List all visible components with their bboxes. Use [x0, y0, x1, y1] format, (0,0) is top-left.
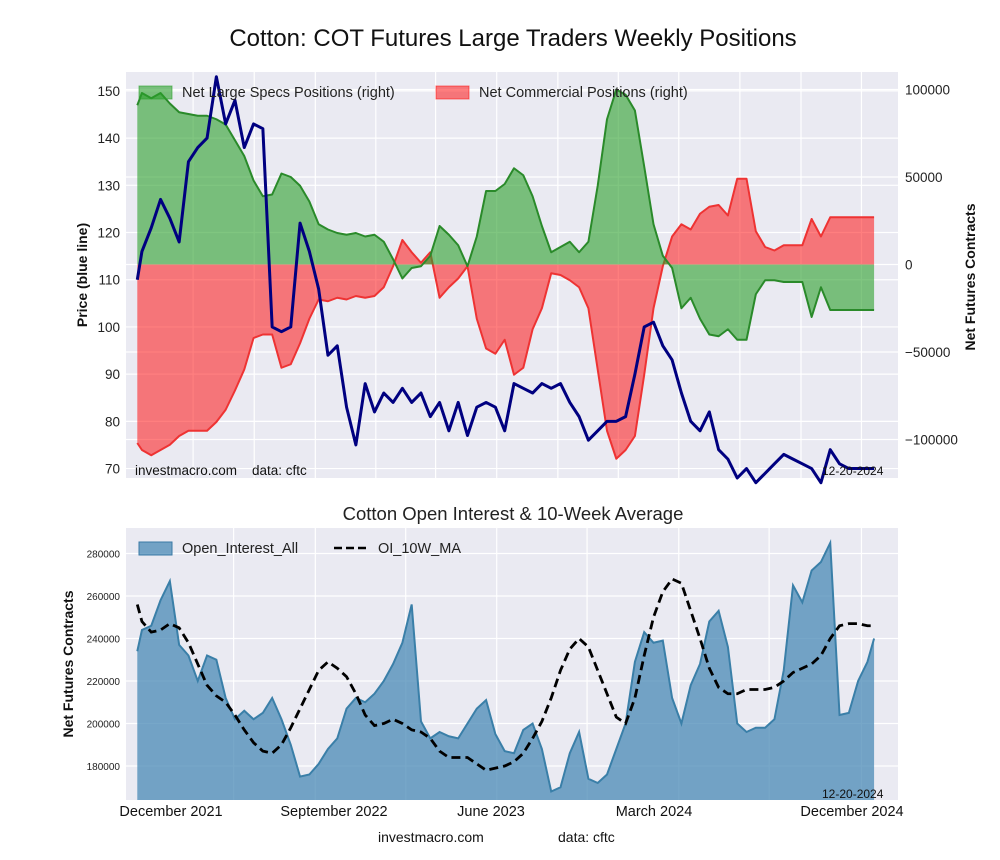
- net-contracts-axis: −100000 −50000 0 50000 100000: [905, 83, 958, 448]
- x-tick-label: June 2023: [457, 804, 525, 820]
- price-axis-label: Price (blue line): [74, 223, 90, 327]
- commercial-line: [136, 177, 875, 460]
- x-tick-label: March 2024: [616, 804, 693, 820]
- net-contracts-tick-label: −100000: [905, 433, 958, 448]
- specs-line: [136, 88, 875, 341]
- watermark: investmacro.com: [135, 463, 237, 478]
- price-tick-label: 100: [97, 320, 120, 335]
- open-interest-title: Cotton Open Interest & 10-Week Average: [343, 503, 684, 524]
- price-tick-label: 90: [105, 367, 120, 382]
- open-interest-area-group: [136, 538, 876, 800]
- commercial-area: [137, 178, 875, 459]
- ma-line: [135, 577, 875, 772]
- positions-panel: 70 80 90 100 110 120 130 140 150 −100000 −50000 0 5…: [74, 72, 978, 485]
- specs-area: [137, 89, 875, 340]
- x-tick-label: September 2022: [280, 804, 387, 820]
- positions-date-label: 12-20-2024: [822, 464, 884, 478]
- net-contracts-axis-label: Net Futures Contracts: [962, 203, 978, 350]
- x-tick-label: December 2021: [119, 804, 222, 820]
- price-tick-label: 110: [98, 273, 120, 288]
- open-interest-panel: Cotton Open Interest & 10-Week Average 1…: [60, 503, 904, 820]
- price-line-group: [135, 75, 875, 485]
- x-tick-label: December 2024: [800, 804, 903, 820]
- price-tick-label: 130: [97, 178, 120, 193]
- price-line: [135, 75, 875, 485]
- open-interest-x-axis: December 2021 September 2022 June 2023 Marc…: [119, 804, 903, 820]
- figure-title: Cotton: COT Futures Large Traders Weekly…: [229, 25, 796, 52]
- open-interest-tick-label: 180000: [87, 762, 121, 773]
- open-interest-legend: Open_Interest_All OI_10W_MA: [138, 541, 461, 557]
- legend-label-commercial: Net Commercial Positions (right): [479, 85, 688, 101]
- legend-label-ma: OI_10W_MA: [378, 541, 461, 557]
- open-interest-axis-label: Net Futures Contracts: [60, 590, 76, 737]
- positions-legend: Net Large Specs Positions (right) Net Co…: [138, 85, 688, 101]
- legend-label-specs: Net Large Specs Positions (right): [182, 85, 395, 101]
- price-tick-label: 120: [97, 226, 120, 241]
- open-interest-date-label: 12-20-2024: [822, 787, 884, 801]
- net-contracts-tick-label: 100000: [905, 83, 950, 98]
- open-interest-tick-label: 200000: [87, 720, 121, 731]
- net-contracts-tick-label: 0: [905, 258, 913, 273]
- price-tick-label: 80: [105, 414, 120, 429]
- price-tick-label: 140: [97, 131, 120, 146]
- price-tick-label: 70: [105, 462, 120, 477]
- open-interest-tick-label: 260000: [87, 592, 121, 603]
- legend-swatch-specs: [138, 85, 173, 100]
- footer-source: data: cftc: [558, 829, 615, 845]
- price-axis: 70 80 90 100 110 120 130 140 150: [97, 84, 120, 477]
- open-interest-tick-label: 220000: [87, 677, 121, 688]
- source-note: data: cftc: [252, 463, 307, 478]
- open-interest-tick-label: 280000: [87, 550, 121, 561]
- open-interest-line: [136, 538, 876, 793]
- positions-areas: [136, 88, 875, 460]
- price-tick-label: 150: [97, 84, 120, 99]
- open-interest-y-axis: 180000 200000 220000 240000 260000 280000: [87, 550, 121, 774]
- legend-swatch-open-interest: [138, 541, 173, 556]
- ma-line-group: [135, 577, 875, 772]
- open-interest-tick-label: 240000: [87, 635, 121, 646]
- net-contracts-tick-label: 50000: [905, 170, 943, 185]
- footer-site: investmacro.com: [378, 829, 484, 845]
- legend-label-open-interest: Open_Interest_All: [182, 541, 298, 557]
- net-contracts-tick-label: −50000: [905, 345, 950, 360]
- legend-swatch-commercial: [435, 85, 470, 100]
- open-interest-area: [137, 542, 875, 800]
